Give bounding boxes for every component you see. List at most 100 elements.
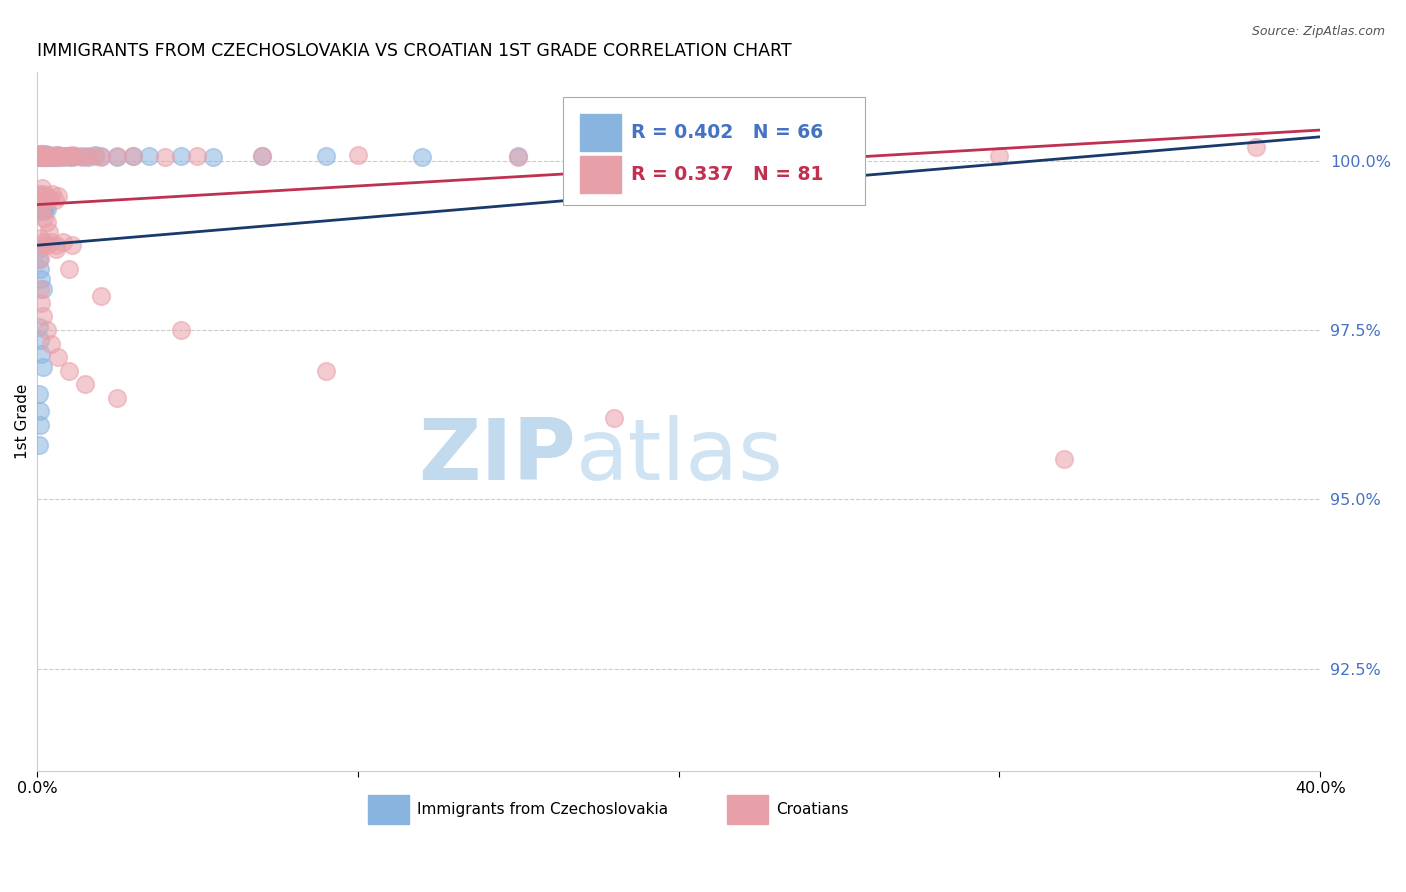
Point	[44, 149, 66, 163]
Point	[32, 150, 55, 164]
Point	[37, 148, 59, 162]
Point	[988, 149, 1011, 163]
Point	[52, 150, 75, 164]
Point	[35, 188, 58, 202]
Point	[32, 187, 55, 202]
Point	[35, 202, 58, 217]
Point	[37, 150, 59, 164]
Point	[77, 150, 100, 164]
Point	[170, 323, 193, 337]
Point	[35, 149, 58, 163]
Point	[315, 364, 337, 378]
Point	[70, 150, 93, 164]
Point	[48, 150, 70, 164]
Point	[75, 377, 97, 392]
Point	[28, 193, 51, 207]
Point	[30, 417, 52, 432]
Point	[48, 149, 70, 163]
Point	[65, 149, 87, 163]
Point	[27, 242, 49, 256]
Point	[41, 336, 63, 351]
Point	[30, 188, 52, 202]
Point	[28, 202, 51, 217]
Point	[34, 193, 56, 207]
Point	[31, 150, 53, 164]
Point	[346, 148, 368, 162]
Point	[31, 191, 53, 205]
Point	[28, 201, 51, 215]
Point	[34, 149, 56, 163]
Point	[44, 150, 66, 164]
Text: R = 0.337   N = 81: R = 0.337 N = 81	[631, 165, 824, 184]
Point	[42, 149, 65, 163]
Point	[35, 214, 58, 228]
FancyBboxPatch shape	[368, 795, 409, 824]
Point	[30, 147, 52, 161]
Point	[31, 202, 53, 217]
Point	[122, 149, 145, 163]
Point	[28, 438, 51, 452]
Point	[46, 188, 69, 202]
Text: Immigrants from Czechoslovakia: Immigrants from Czechoslovakia	[416, 802, 668, 817]
Point	[31, 238, 53, 252]
Point	[30, 347, 52, 361]
Point	[28, 148, 51, 162]
Point	[41, 149, 63, 163]
Point	[28, 187, 51, 202]
Point	[105, 150, 128, 164]
Point	[42, 149, 65, 163]
Point	[31, 150, 53, 164]
Point	[31, 360, 53, 375]
Point	[34, 147, 56, 161]
Point	[155, 150, 177, 164]
Point	[32, 204, 55, 219]
Point	[32, 310, 55, 324]
Point	[508, 150, 530, 164]
Point	[28, 148, 51, 162]
Point	[30, 149, 52, 163]
Point	[45, 150, 67, 164]
Point	[35, 149, 58, 163]
Point	[38, 149, 60, 163]
Point	[30, 149, 52, 163]
Point	[32, 148, 55, 162]
FancyBboxPatch shape	[564, 97, 865, 205]
Point	[32, 149, 55, 163]
Point	[105, 149, 128, 163]
Point	[58, 364, 80, 378]
Point	[32, 201, 55, 215]
Point	[34, 201, 56, 215]
Point	[60, 238, 83, 252]
Point	[28, 333, 51, 347]
Point	[45, 148, 67, 162]
Point	[32, 235, 55, 249]
Point	[27, 319, 49, 334]
Point	[250, 149, 273, 163]
Point	[668, 149, 690, 163]
Point	[30, 231, 52, 245]
Point	[37, 148, 59, 162]
Point	[138, 149, 160, 163]
Point	[30, 204, 52, 219]
Point	[52, 235, 75, 249]
Text: Source: ZipAtlas.com: Source: ZipAtlas.com	[1251, 25, 1385, 38]
Point	[28, 282, 51, 296]
Point	[32, 282, 55, 296]
Point	[65, 149, 87, 163]
Point	[83, 148, 105, 162]
Point	[90, 149, 112, 163]
Point	[83, 149, 105, 163]
Point	[46, 350, 69, 364]
Point	[30, 296, 52, 310]
Point	[30, 200, 52, 214]
Point	[32, 211, 55, 226]
Point	[27, 197, 49, 211]
Point	[31, 180, 53, 194]
Point	[30, 272, 52, 286]
Text: atlas: atlas	[576, 415, 785, 498]
Point	[41, 187, 63, 202]
FancyBboxPatch shape	[579, 156, 621, 193]
Point	[28, 148, 51, 162]
FancyBboxPatch shape	[727, 795, 769, 824]
Point	[28, 252, 51, 266]
